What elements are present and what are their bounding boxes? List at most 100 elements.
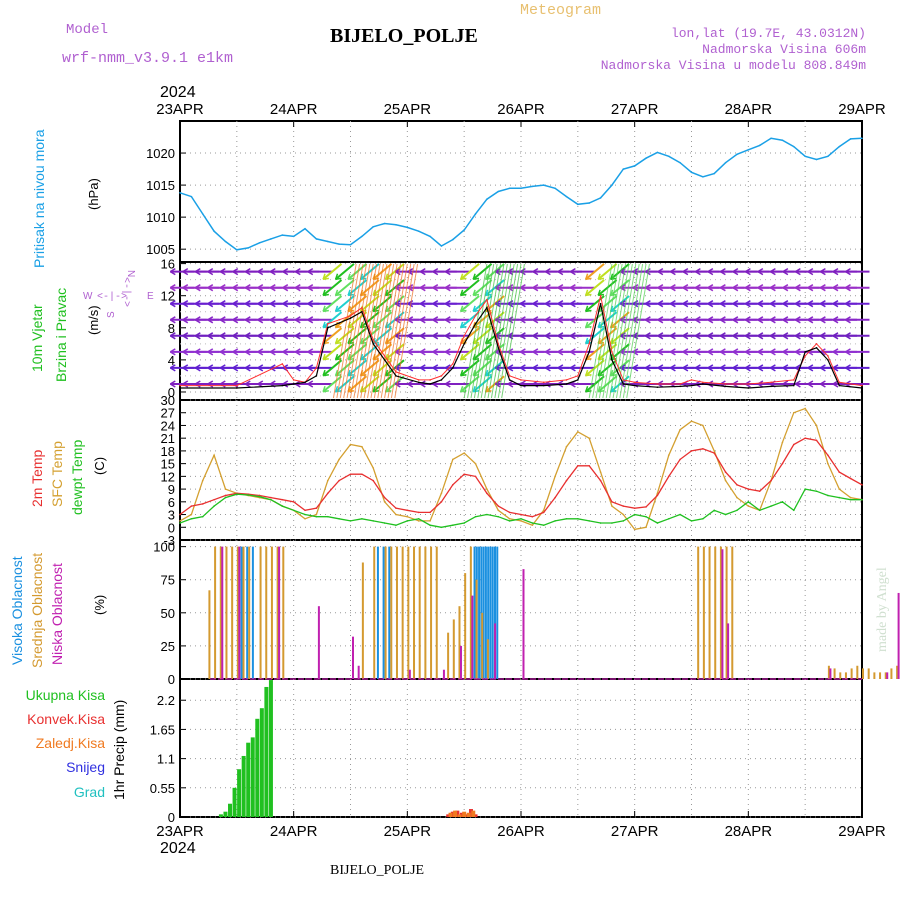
wind-barb-head: [282, 300, 289, 305]
wind-barb-shaft: [347, 263, 368, 281]
wind-barb-head: [432, 367, 439, 372]
wind-hatch: [622, 263, 647, 399]
wind-barb-head: [444, 380, 451, 385]
cloud-bar: [447, 632, 450, 679]
wind-barb-head: [720, 267, 726, 273]
wind-barb-head: [307, 284, 314, 289]
pressure-line-point: [406, 226, 409, 229]
dewpoint-line-point: [747, 501, 750, 503]
pressure-line-point: [770, 137, 772, 140]
wind-barb-head: [820, 319, 826, 324]
t2m-line-point: [508, 511, 511, 514]
wind-barb: [845, 348, 870, 356]
wind-barb-head: [459, 353, 464, 360]
dewpoint-line-point: [690, 520, 693, 522]
wind-barb-shaft: [460, 295, 480, 313]
sfc-temp-line: [179, 407, 863, 531]
wind-barb-head: [207, 348, 214, 353]
wind-gust-line-point: [747, 383, 750, 385]
dewpoint-line-point: [452, 524, 454, 526]
wind-hatch: [501, 263, 525, 399]
wind-gust-line-point: [440, 375, 443, 377]
cloud-bar: [408, 669, 411, 679]
wind-barb: [845, 364, 870, 372]
wind-hatch: [619, 263, 644, 399]
wind-barb-head: [682, 287, 689, 292]
wind-barb-head: [832, 270, 839, 276]
wind-barb-head: [732, 335, 739, 340]
cloud-bar: [478, 546, 481, 679]
wind-barb-head: [682, 351, 689, 356]
wind-speed-line-point: [236, 387, 238, 389]
wind-barb-head: [670, 364, 676, 369]
wind-barb-head: [282, 316, 289, 321]
pressure-line-point: [508, 187, 511, 190]
sfc-temp-line-point: [349, 443, 352, 446]
wind-barb: [444, 380, 470, 388]
sfc-temp-line-point: [667, 454, 670, 456]
panels: 23APR 23APR 24APR 24APR 25APR 25APR 26APR 26APR…: [146, 101, 900, 840]
cloud-bar: [862, 668, 864, 679]
wind-hatch: [592, 263, 616, 399]
wind-barb-head: [473, 341, 480, 345]
wind-speed-line-point: [702, 383, 704, 385]
wind-barb-head: [444, 316, 451, 321]
wind-barb-head: [532, 367, 539, 372]
sfc-temp-line-point: [486, 488, 488, 490]
wind-barb-head: [770, 303, 776, 308]
wind-hatch: [360, 263, 384, 399]
wind-barb: [307, 348, 332, 356]
wind-barb-head: [609, 337, 614, 344]
wind-hatch: [463, 263, 488, 399]
wind-hatch: [373, 263, 398, 399]
y-tick-label: 18: [161, 444, 175, 459]
wind-speed-line-point: [338, 322, 340, 324]
wind-barb-head: [322, 289, 326, 296]
wind-barb: [322, 375, 343, 393]
wind-barb-head: [545, 348, 551, 353]
year-top: 2024: [160, 84, 196, 101]
cloud-bar: [873, 672, 876, 679]
wind-barb-head: [732, 300, 739, 305]
wind-barb-head: [657, 367, 664, 372]
cloud-bar: [231, 546, 234, 679]
t2m-line-point: [315, 507, 318, 509]
wind-barb-head: [507, 267, 514, 273]
wind-barb-head: [532, 284, 539, 289]
wind-barb-shaft: [347, 295, 368, 313]
wind-barb-head: [294, 300, 301, 305]
t2m-line-point: [554, 496, 556, 499]
compass-e: E: [147, 291, 154, 302]
wind-barb: [322, 311, 343, 329]
wind-barb-shaft: [347, 375, 368, 393]
wind-barb-head: [194, 332, 201, 337]
wind-barb-head: [657, 267, 664, 273]
wind-barb-head: [820, 303, 826, 308]
wind-barb-head: [294, 364, 301, 369]
wind-gust-line-point: [827, 355, 829, 357]
pressure-line-point: [440, 245, 443, 247]
wind-barb-head: [232, 267, 239, 273]
wind-barb-head: [682, 267, 689, 273]
wind-barb-head: [182, 319, 189, 324]
wind-barb-head: [670, 303, 676, 308]
t2m-line-point: [645, 506, 647, 508]
x-tick-label-bottom: 27APR: [611, 823, 659, 840]
compass-symbol: <-|->: [120, 277, 132, 307]
wind-barb-head: [609, 273, 614, 280]
wind-barb-head: [194, 270, 201, 276]
wind-barb-head: [620, 303, 626, 308]
t2m-line-point: [486, 492, 488, 495]
wind-barb-shaft: [597, 279, 618, 297]
sfc-temp-line-point: [781, 441, 784, 444]
wind-speed-line-point: [292, 383, 295, 385]
wind-barb-head: [770, 335, 776, 340]
t2m-line-point: [292, 501, 295, 503]
sfc-temp-line-point: [372, 467, 375, 469]
cloud-bar: [829, 668, 832, 679]
wind-barb-head: [532, 270, 539, 276]
wind-barb-head: [257, 316, 264, 321]
y-tick-label: 8: [168, 321, 175, 336]
wind-barb-head: [432, 383, 439, 388]
pressure-line-point: [292, 235, 295, 238]
